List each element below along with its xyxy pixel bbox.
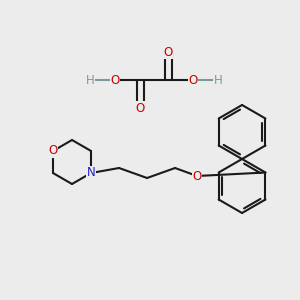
Text: O: O: [164, 46, 172, 59]
Text: N: N: [87, 167, 95, 179]
Text: O: O: [135, 101, 145, 115]
Text: O: O: [192, 169, 202, 182]
Text: O: O: [48, 145, 58, 158]
Text: O: O: [110, 74, 120, 86]
Text: O: O: [188, 74, 198, 86]
Text: H: H: [214, 74, 222, 86]
Text: H: H: [85, 74, 94, 86]
